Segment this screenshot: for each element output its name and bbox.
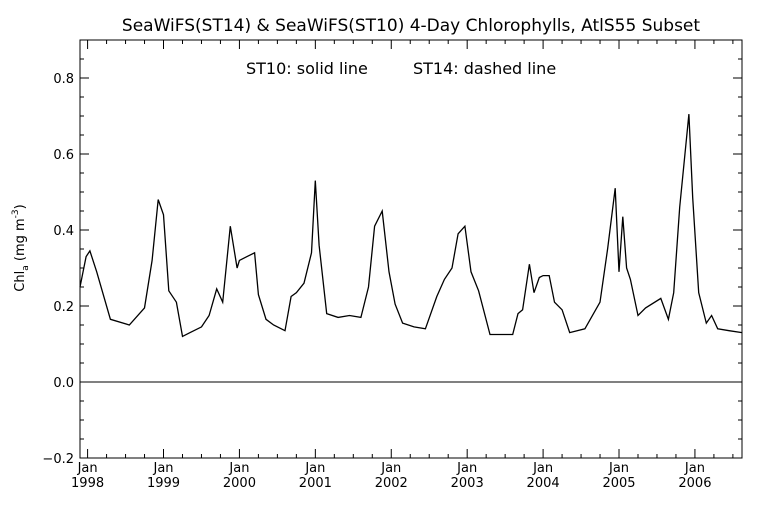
x-tick-year: 2001 — [299, 476, 332, 491]
y-tick-label: 0.4 — [53, 224, 74, 239]
y-axis: −0.2 0.0 0.2 0.4 0.6 0.8 — [42, 39, 742, 467]
x-tick-month: Jan — [228, 461, 249, 476]
x-tick-year: 1998 — [71, 476, 104, 491]
x-tick-month: Jan — [152, 461, 173, 476]
series-line-st10 — [79, 114, 743, 338]
x-tick-month: Jan — [532, 461, 553, 476]
x-axis: Jan1998Jan1999Jan2000Jan2001Jan2002Jan20… — [71, 40, 734, 491]
x-tick-year: 1999 — [147, 476, 180, 491]
y-tick-label: 0.8 — [53, 72, 74, 87]
x-tick-month: Jan — [304, 461, 325, 476]
x-tick-month: Jan — [684, 461, 705, 476]
x-tick-month: Jan — [608, 461, 629, 476]
x-tick-month: Jan — [456, 461, 477, 476]
x-tick-year: 2000 — [223, 476, 256, 491]
y-tick-label: 0.0 — [53, 376, 74, 391]
chart-title: SeaWiFS(ST14) & SeaWiFS(ST10) 4-Day Chlo… — [122, 16, 700, 36]
x-tick-month: Jan — [380, 461, 401, 476]
series-group — [79, 114, 743, 383]
plot-border — [79, 39, 743, 459]
x-tick-month: Jan — [77, 461, 98, 476]
plot-frame — [79, 39, 743, 459]
x-tick-year: 2005 — [602, 476, 635, 491]
x-tick-year: 2006 — [678, 476, 711, 491]
y-tick-label: −0.2 — [42, 452, 74, 467]
x-tick-year: 2004 — [527, 476, 560, 491]
y-tick-label: 0.6 — [53, 148, 74, 163]
x-tick-year: 2002 — [375, 476, 408, 491]
y-tick-label: 0.2 — [53, 300, 74, 315]
annotation-st14: ST14: dashed line — [413, 59, 556, 78]
y-axis-label: Chla (mg m-3) — [11, 204, 31, 291]
x-tick-year: 2003 — [451, 476, 484, 491]
annotation-st10: ST10: solid line — [246, 59, 368, 78]
